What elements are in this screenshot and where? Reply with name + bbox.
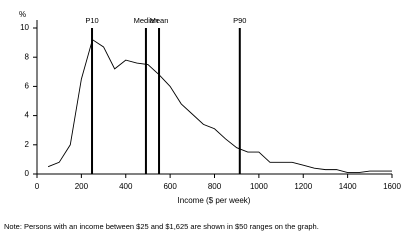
data-line: [47, 38, 392, 173]
marker-label: P10: [85, 16, 98, 25]
marker-label: Mean: [150, 16, 169, 25]
marker-label: Median: [134, 16, 159, 25]
x-tick-label: 400: [119, 182, 133, 191]
y-tick-label: 6: [25, 82, 30, 91]
x-tick-label: 600: [163, 182, 177, 191]
x-tick-label: 0: [35, 182, 40, 191]
y-tick-label: 10: [20, 23, 29, 32]
x-tick-label: 1000: [250, 182, 268, 191]
x-tick-label: 800: [208, 182, 222, 191]
x-tick-label: 1200: [294, 182, 312, 191]
note: Note: Persons with an income between $25…: [4, 222, 319, 231]
y-unit: %: [19, 10, 26, 19]
y-tick-label: 0: [25, 169, 30, 178]
y-tick-label: 4: [25, 111, 30, 120]
y-tick-label: 2: [25, 140, 30, 149]
x-tick-label: 1600: [383, 182, 401, 191]
x-tick-label: 200: [75, 182, 89, 191]
x-tick-label: 1400: [339, 182, 357, 191]
y-tick-label: 8: [25, 52, 30, 61]
marker-label: P90: [233, 16, 246, 25]
x-axis-label: Income ($ per week): [178, 196, 251, 205]
